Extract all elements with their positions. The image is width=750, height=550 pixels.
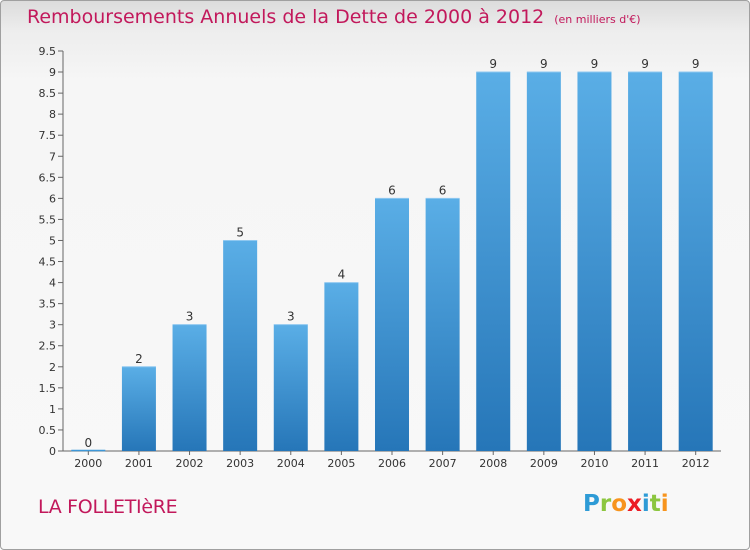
value-label-2002: 3 <box>186 310 194 324</box>
bar-2009 <box>526 72 561 451</box>
commune-name: LA FOLLETIèRE <box>38 496 178 518</box>
title-row: Remboursements Annuels de la Dette de 20… <box>27 6 641 28</box>
logo-letter: P <box>583 491 600 517</box>
y-tick-label: 5.5 <box>39 213 57 226</box>
logo-letter: r <box>599 491 612 517</box>
x-tick-label-2012: 2012 <box>682 457 710 470</box>
y-tick-label: 6.5 <box>39 171 57 184</box>
value-label-2009: 9 <box>540 57 548 71</box>
y-tick-label: 9 <box>49 66 56 79</box>
x-tick-label-2000: 2000 <box>74 457 102 470</box>
y-tick-label: 3.5 <box>39 298 57 311</box>
bar-2001 <box>121 366 156 451</box>
bar-2012 <box>678 72 713 451</box>
y-tick-label: 3 <box>49 319 56 332</box>
y-tick-label: 4.5 <box>39 256 57 269</box>
bar-2003 <box>223 240 258 451</box>
bars: 0 2 3 5 3 4 6 6 9 9 9 9 9 <box>71 57 713 452</box>
value-label-2005: 4 <box>338 268 346 282</box>
bar-2005 <box>324 282 359 451</box>
y-axis: 0 0.5 1 1.5 2 2.5 3 3.5 4 4.5 5 5.5 6 6.5 7 7.5 8 8.5 9 9.5 <box>39 45 64 458</box>
y-tick-label: 1.5 <box>39 382 57 395</box>
y-tick-label: 2.5 <box>39 340 57 353</box>
proxiti-logo: Proxiti <box>583 491 669 517</box>
x-tick-label-2005: 2005 <box>327 457 355 470</box>
y-tick-label: 7.5 <box>39 129 57 142</box>
x-tick-label-2007: 2007 <box>429 457 457 470</box>
x-tick-label-2003: 2003 <box>226 457 254 470</box>
bar-2002 <box>172 324 207 451</box>
value-label-2001: 2 <box>135 352 143 366</box>
chart-unit: (en milliers d'€) <box>554 13 641 26</box>
x-tick-label-2002: 2002 <box>176 457 204 470</box>
y-tick-label: 8.5 <box>39 87 57 100</box>
value-label-2003: 5 <box>236 225 244 239</box>
y-tick-label: 8 <box>49 108 56 121</box>
value-label-2000: 0 <box>84 436 92 450</box>
bar-2010 <box>577 72 612 451</box>
logo-letter: t <box>649 491 661 517</box>
bar-2008 <box>476 72 511 451</box>
logo-letter: x <box>627 491 642 517</box>
value-label-2008: 9 <box>489 57 497 71</box>
x-tick-label-2011: 2011 <box>631 457 659 470</box>
y-tick-label: 4 <box>49 277 56 290</box>
y-tick-label: 6 <box>49 192 56 205</box>
logo-letter: o <box>611 491 628 517</box>
x-tick-label-2009: 2009 <box>530 457 558 470</box>
value-label-2011: 9 <box>641 57 649 71</box>
x-tick-label-2001: 2001 <box>125 457 153 470</box>
bar-2006 <box>375 198 409 451</box>
x-tick-label-2004: 2004 <box>277 457 305 470</box>
logo-letter: i <box>660 491 669 517</box>
logo-letter: i <box>641 491 650 517</box>
value-label-2010: 9 <box>591 57 599 71</box>
x-tick-label-2008: 2008 <box>479 457 507 470</box>
bar-2007 <box>425 198 460 451</box>
y-tick-label: 2 <box>49 361 56 374</box>
bar-2004 <box>273 324 308 451</box>
x-axis: 2000 2001 2002 2003 2004 2005 2006 2007 2008 2009… <box>63 450 721 470</box>
bar-2011 <box>628 72 663 451</box>
chart-title: Remboursements Annuels de la Dette de 20… <box>27 6 545 28</box>
value-label-2007: 6 <box>439 183 447 197</box>
y-tick-label: 7 <box>49 150 56 163</box>
y-tick-label: 9.5 <box>39 45 57 58</box>
value-label-2004: 3 <box>287 310 295 324</box>
x-tick-label-2010: 2010 <box>580 457 608 470</box>
y-tick-label: 0.5 <box>39 424 57 437</box>
y-tick-label: 1 <box>49 403 56 416</box>
x-tick-label-2006: 2006 <box>378 457 406 470</box>
y-tick-label: 0 <box>49 445 56 458</box>
value-label-2012: 9 <box>692 57 700 71</box>
y-tick-label: 5 <box>49 234 56 247</box>
value-label-2006: 6 <box>388 183 396 197</box>
